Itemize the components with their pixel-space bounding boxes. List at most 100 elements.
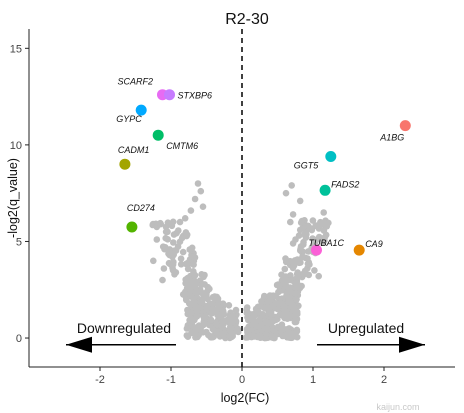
background-point — [186, 246, 193, 253]
background-point — [203, 328, 210, 336]
y-tick-label: 10 — [10, 140, 22, 152]
background-point — [229, 312, 236, 320]
background-point — [247, 315, 254, 323]
background-point — [317, 221, 325, 229]
background-point — [195, 325, 203, 333]
background-point — [305, 222, 312, 230]
gene-label-ggt5: GGT5 — [294, 161, 319, 171]
background-point — [184, 265, 192, 273]
gene-label-scarf2: SCARF2 — [118, 77, 154, 87]
gene-point-ca9 — [353, 244, 365, 256]
background-point — [199, 295, 207, 303]
background-point — [203, 305, 211, 312]
gene-point-cadm1 — [119, 158, 131, 170]
background-point — [183, 231, 191, 238]
background-point — [320, 209, 328, 216]
background-point — [266, 319, 273, 327]
background-point — [300, 271, 308, 278]
gene-point-cmtm6 — [152, 129, 164, 141]
gene-point-tuba1c — [311, 244, 322, 256]
background-point — [258, 321, 265, 329]
background-point — [164, 236, 171, 243]
background-points — [149, 180, 332, 342]
x-tick-label: -1 — [166, 374, 176, 386]
background-point — [192, 289, 199, 296]
background-point — [208, 300, 216, 308]
background-point — [162, 244, 169, 251]
gene-label-fads2: FADS2 — [331, 179, 359, 189]
y-tick-label: 5 — [16, 236, 22, 248]
background-point — [309, 217, 317, 224]
background-point — [208, 310, 215, 317]
background-point — [200, 313, 208, 321]
gene-point-gypc — [135, 104, 147, 116]
background-point — [164, 228, 171, 236]
background-point — [160, 265, 168, 272]
background-point — [182, 296, 190, 304]
background-point — [184, 259, 191, 267]
background-point — [198, 281, 205, 289]
background-point — [282, 189, 290, 197]
background-point — [289, 240, 297, 247]
background-point — [189, 253, 196, 260]
background-point — [319, 239, 327, 246]
background-point — [169, 261, 176, 269]
background-point — [206, 321, 213, 329]
gene-label-stxbp6: STXBP6 — [178, 91, 213, 101]
background-point — [187, 207, 195, 214]
background-point — [279, 311, 286, 319]
x-axis-title: log2(FC) — [221, 391, 270, 405]
background-point — [280, 303, 288, 311]
background-point — [297, 259, 304, 266]
background-point — [159, 276, 166, 284]
background-point — [290, 262, 298, 269]
background-point — [217, 311, 224, 319]
background-point — [214, 331, 221, 338]
background-point — [179, 248, 187, 256]
gene-label-ca9: CA9 — [365, 239, 383, 249]
watermark: kaijun.com — [376, 402, 419, 412]
background-point — [183, 285, 191, 292]
background-point — [175, 227, 182, 234]
background-point — [258, 298, 265, 305]
axes — [28, 29, 455, 368]
background-point — [181, 215, 189, 222]
x-tick-label: -2 — [95, 374, 105, 386]
background-point — [183, 325, 191, 332]
direction-arrows: Downregulated Upregulated — [66, 320, 425, 353]
background-point — [286, 284, 294, 291]
background-point — [290, 304, 298, 311]
background-point — [304, 255, 311, 262]
background-point — [194, 180, 202, 187]
x-tick-label: 1 — [310, 374, 316, 386]
gene-label-a1bg: A1BG — [379, 133, 404, 143]
background-point — [293, 296, 300, 303]
background-point — [294, 273, 302, 281]
gene-label-cadm1: CADM1 — [118, 145, 150, 155]
gene-label-gypc: GYPC — [116, 114, 142, 124]
arrow-head-icon — [399, 336, 425, 353]
background-point — [289, 211, 297, 218]
background-point — [311, 267, 318, 274]
gene-point-ggt5 — [325, 151, 337, 162]
background-point — [325, 219, 332, 227]
background-point — [274, 300, 281, 307]
background-point — [192, 330, 199, 338]
arrow-head-icon — [66, 336, 92, 353]
background-point — [248, 321, 256, 329]
background-point — [186, 276, 193, 284]
background-point — [285, 329, 293, 336]
background-point — [199, 203, 207, 210]
background-point — [296, 226, 304, 234]
upregulated-label: Upregulated — [328, 320, 404, 336]
background-point — [177, 255, 185, 262]
background-point — [274, 305, 282, 313]
background-point — [287, 218, 294, 226]
background-point — [192, 302, 199, 310]
background-point — [274, 281, 282, 288]
gene-point-fads2 — [319, 184, 331, 196]
background-point — [190, 294, 198, 301]
background-point — [172, 247, 180, 254]
y-tick-label: 15 — [10, 43, 22, 55]
